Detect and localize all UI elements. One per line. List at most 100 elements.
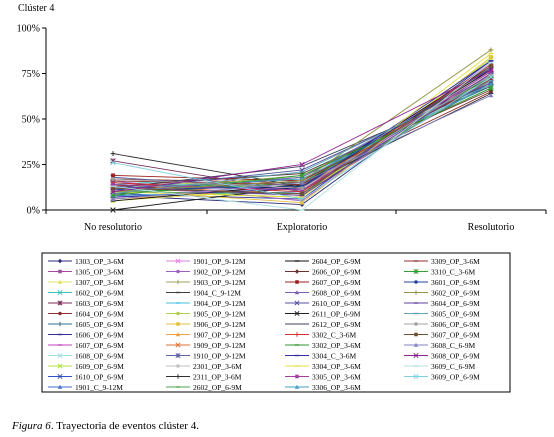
legend-label: 1906_OP_9-12M [193,320,246,329]
legend-item: 3609_OP_6-9M [404,373,480,382]
legend-item: 3608_OP_6-9M [404,352,480,361]
legend-marker [57,321,63,327]
legend-marker [175,332,181,337]
legend-label: 1609_OP_6-9M [75,362,124,371]
data-point [300,186,304,191]
legend-item: 1603_OP_6-9M [48,299,124,308]
legend-item: 1604_OP_6-9M [48,310,124,319]
legend-item: 3302_C_3-6M [285,331,357,340]
data-point [299,180,305,185]
series-3609_C_6-9M [110,61,494,211]
legend-item: 1903_OP_9-12M [166,278,246,287]
legend-marker [176,364,180,368]
legend-marker [414,322,418,326]
legend-label: 2604_OP_6-9M [312,257,361,266]
legend-marker [175,258,181,264]
x-tick-label: Exploratorio [277,222,328,233]
legend-item: 1610_OP_6-9M [48,373,124,382]
y-tick-label: 75% [22,69,40,80]
legend-item: 3302_OP_3-6M [285,341,361,350]
legend-label: 1901_OP_9-12M [193,257,246,266]
legend-label: 3608_OP_6-9M [431,352,480,361]
legend-marker [57,373,63,380]
legend-marker [294,300,300,306]
legend-label: 1907_OP_9-12M [193,331,246,340]
legend-marker [176,269,180,274]
data-point [110,207,116,213]
legend-label: 3602_OP_6-9M [431,289,480,298]
legend-label: 2610_OP_6-9M [312,299,361,308]
legend-item: 1906_OP_9-12M [166,320,246,329]
chart-title: Clúster 4 [18,3,54,14]
series-line [112,84,492,187]
legend-item: 3601_OP_6-9M [404,278,480,287]
legend-marker [57,279,63,284]
data-point [111,177,115,181]
data-point [488,67,494,73]
legend-marker [176,322,180,326]
data-point [299,172,305,179]
legend-item: 1901_C_9-12M [48,383,123,392]
legend-label: 3306_OP_3-6M [312,383,361,392]
legend-label: 1607_OP_6-9M [75,341,124,350]
legend-item: 3606_OP_6-9M [404,320,480,329]
x-tick-label: Resolutorio [468,222,515,233]
caption-text: . Trayectoria de eventos clúster 4. [51,420,199,432]
series-line [112,78,492,185]
legend-label: 3305_OP_3-6M [312,373,361,382]
data-point [111,182,115,187]
legend-item: 3605_OP_6-9M [404,310,480,319]
legend-item: 3602_OP_6-9M [404,289,480,298]
legend-item: 1907_OP_9-12M [166,331,246,340]
legend-marker [175,374,181,379]
legend-label: 1903_OP_9-12M [193,278,246,287]
legend-item: 1608_OP_6-9M [48,352,124,361]
legend-label: 3310_C_3-6M [431,268,476,277]
series-2607_OP_6-9M [111,78,493,183]
legend-marker [413,290,419,295]
legend-item: 3304_C_3-6M [285,352,357,361]
legend-label: 3605_OP_6-9M [431,310,480,319]
legend-marker [295,374,299,379]
legend-item: 1607_OP_6-9M [48,341,124,350]
data-point [300,200,304,205]
legend-item: 1902_OP_9-12M [166,268,246,277]
legend-label: 3304_OP_3-6M [312,362,361,371]
legend-label: 3302_OP_3-6M [312,341,361,350]
legend-item: 1602_OP_6-9M [48,289,124,298]
series-group [110,47,494,213]
legend-label: 3302_C_3-6M [312,331,357,340]
legend-label: 3604_OP_6-9M [431,299,480,308]
legend-marker [294,384,300,389]
y-tick-label: 25% [22,160,40,171]
y-tick-label: 50% [22,115,40,126]
y-axis: 0% 25% 50% 75% 100% [17,24,47,217]
legend-marker [58,311,62,316]
legend-marker [57,289,63,296]
legend-item: 2610_OP_6-9M [285,299,361,308]
legend-item: 1606_OP_6-9M [48,331,124,340]
legend-box [41,252,511,393]
legend-marker [57,300,63,306]
y-tick-label: 0% [27,206,40,217]
legend-label: 1610_OP_6-9M [75,373,124,382]
legend-label: 3606_OP_6-9M [431,320,480,329]
legend-label: 3607_OP_6-9M [431,331,480,340]
x-tick-label: No resolutorio [84,222,142,233]
data-point [488,85,494,91]
legend-label: 1909_OP_9-12M [193,341,246,350]
legend-item: 3607_OP_6-9M [404,331,480,340]
legend-label: 1605_OP_6-9M [75,320,124,329]
legend-item: 2612_OP_6-9M [285,320,361,329]
legend-label: 2301_OP_3-6M [193,362,242,371]
legend-item: 3604_OP_6-9M [404,299,480,308]
legend-marker [294,332,300,337]
legend-item: 2602_OP_6-9M [166,383,242,392]
legend-marker [57,352,63,359]
legend-label: 1606_OP_6-9M [75,331,124,340]
legend-label: 2608_OP_6-9M [312,289,361,298]
legend-item: 2301_OP_3-6M [166,362,242,371]
series-3608_C_6-9M [110,92,494,201]
